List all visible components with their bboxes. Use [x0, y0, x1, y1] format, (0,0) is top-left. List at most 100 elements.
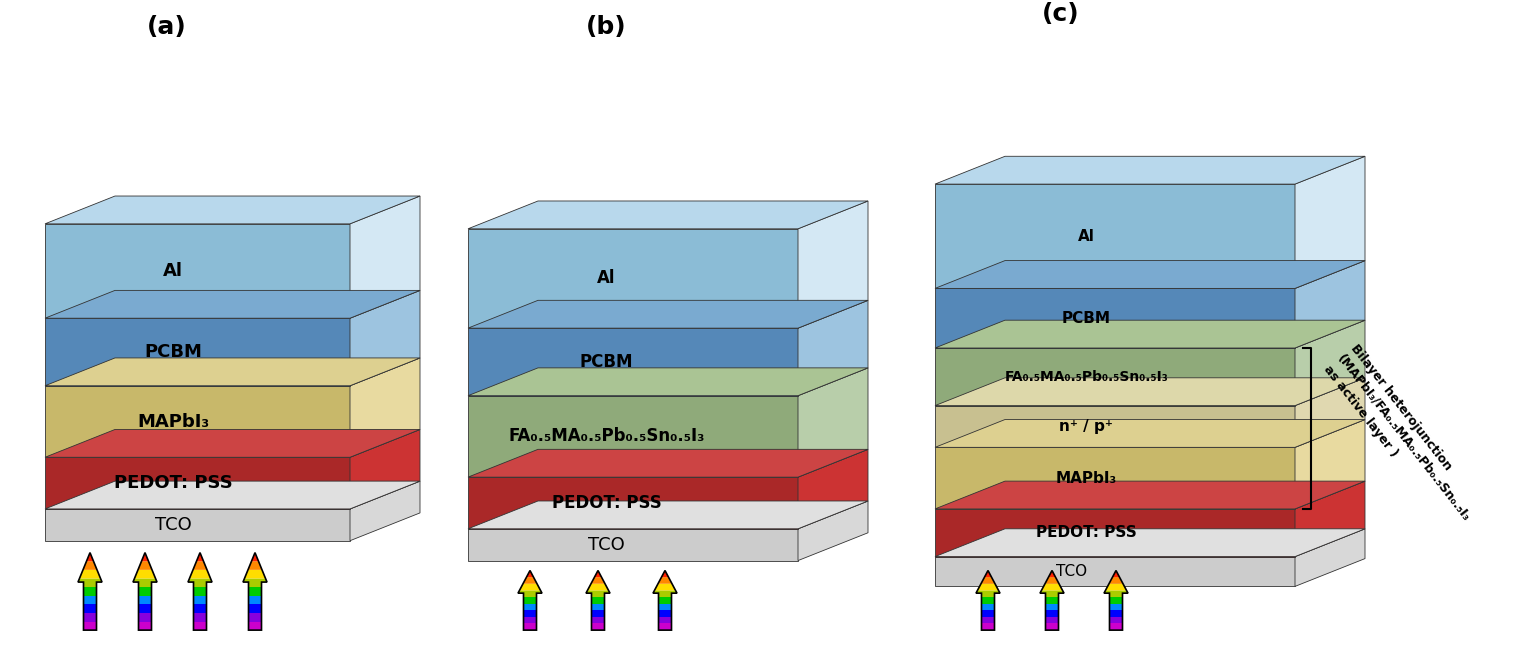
Polygon shape	[45, 509, 350, 540]
Polygon shape	[587, 584, 608, 590]
Polygon shape	[194, 605, 206, 613]
Polygon shape	[799, 300, 868, 396]
Polygon shape	[45, 224, 350, 318]
Polygon shape	[524, 617, 536, 623]
Polygon shape	[45, 481, 419, 509]
Text: TCO: TCO	[588, 536, 625, 553]
Polygon shape	[141, 553, 149, 561]
Polygon shape	[1046, 617, 1058, 623]
Polygon shape	[524, 604, 536, 610]
Polygon shape	[799, 368, 868, 477]
Polygon shape	[468, 229, 799, 328]
Polygon shape	[659, 617, 671, 623]
Polygon shape	[935, 509, 1295, 557]
Polygon shape	[522, 577, 538, 584]
Polygon shape	[935, 481, 1366, 509]
Polygon shape	[194, 561, 207, 570]
Polygon shape	[982, 593, 994, 597]
Polygon shape	[935, 288, 1295, 348]
Polygon shape	[935, 419, 1366, 447]
Polygon shape	[524, 610, 536, 617]
Polygon shape	[468, 300, 868, 328]
Polygon shape	[45, 318, 350, 386]
Polygon shape	[1109, 597, 1123, 604]
Polygon shape	[659, 597, 671, 604]
Polygon shape	[935, 260, 1366, 288]
Polygon shape	[935, 529, 1366, 557]
Text: (b): (b)	[587, 15, 627, 39]
Polygon shape	[657, 577, 673, 584]
Polygon shape	[1046, 597, 1058, 604]
Polygon shape	[80, 570, 100, 579]
Polygon shape	[659, 610, 671, 617]
Polygon shape	[519, 584, 541, 590]
Polygon shape	[935, 406, 1295, 447]
Text: (c): (c)	[1043, 2, 1080, 26]
Polygon shape	[527, 570, 533, 577]
Polygon shape	[45, 290, 419, 318]
Polygon shape	[187, 579, 212, 582]
Polygon shape	[83, 561, 97, 570]
Polygon shape	[1041, 584, 1063, 590]
Polygon shape	[468, 477, 799, 529]
Text: TCO: TCO	[1057, 564, 1087, 579]
Polygon shape	[591, 617, 605, 623]
Polygon shape	[83, 613, 97, 621]
Polygon shape	[249, 587, 261, 596]
Text: (a): (a)	[147, 15, 187, 39]
Text: PEDOT: PSS: PEDOT: PSS	[114, 474, 232, 492]
Text: MAPbI₃: MAPbI₃	[1055, 470, 1117, 485]
Polygon shape	[1040, 590, 1064, 593]
Polygon shape	[189, 570, 210, 579]
Text: MAPbI₃: MAPbI₃	[137, 413, 209, 430]
Polygon shape	[138, 605, 152, 613]
Polygon shape	[799, 449, 868, 529]
Polygon shape	[45, 457, 350, 509]
Polygon shape	[138, 561, 152, 570]
Polygon shape	[468, 368, 868, 396]
Polygon shape	[659, 593, 671, 597]
Polygon shape	[134, 579, 157, 582]
Polygon shape	[468, 201, 868, 229]
Polygon shape	[659, 623, 671, 630]
Text: TCO: TCO	[155, 516, 192, 534]
Polygon shape	[591, 623, 605, 630]
Polygon shape	[249, 596, 261, 605]
Polygon shape	[977, 584, 998, 590]
Polygon shape	[45, 430, 419, 457]
Polygon shape	[1112, 570, 1120, 577]
Polygon shape	[591, 610, 605, 617]
Polygon shape	[243, 579, 267, 582]
Polygon shape	[1295, 378, 1366, 447]
Polygon shape	[468, 529, 799, 561]
Polygon shape	[985, 570, 992, 577]
Polygon shape	[83, 605, 97, 613]
Polygon shape	[249, 621, 261, 630]
Polygon shape	[194, 621, 206, 630]
Polygon shape	[662, 570, 668, 577]
Polygon shape	[138, 613, 152, 621]
Polygon shape	[468, 328, 799, 396]
Polygon shape	[591, 604, 605, 610]
Polygon shape	[1104, 590, 1127, 593]
Polygon shape	[194, 613, 206, 621]
Polygon shape	[524, 593, 536, 597]
Polygon shape	[1044, 577, 1058, 584]
Polygon shape	[350, 430, 419, 509]
Polygon shape	[1295, 156, 1366, 288]
Text: Al: Al	[1078, 229, 1095, 244]
Polygon shape	[1295, 419, 1366, 509]
Polygon shape	[591, 593, 605, 597]
Text: Al: Al	[598, 270, 616, 288]
Polygon shape	[45, 386, 350, 457]
Polygon shape	[468, 449, 868, 477]
Polygon shape	[975, 590, 1000, 593]
Text: PCBM: PCBM	[144, 343, 203, 361]
Polygon shape	[1046, 623, 1058, 630]
Text: PCBM: PCBM	[1061, 310, 1111, 326]
Polygon shape	[591, 577, 605, 584]
Polygon shape	[982, 610, 994, 617]
Polygon shape	[935, 320, 1366, 348]
Polygon shape	[244, 570, 266, 579]
Polygon shape	[1109, 617, 1123, 623]
